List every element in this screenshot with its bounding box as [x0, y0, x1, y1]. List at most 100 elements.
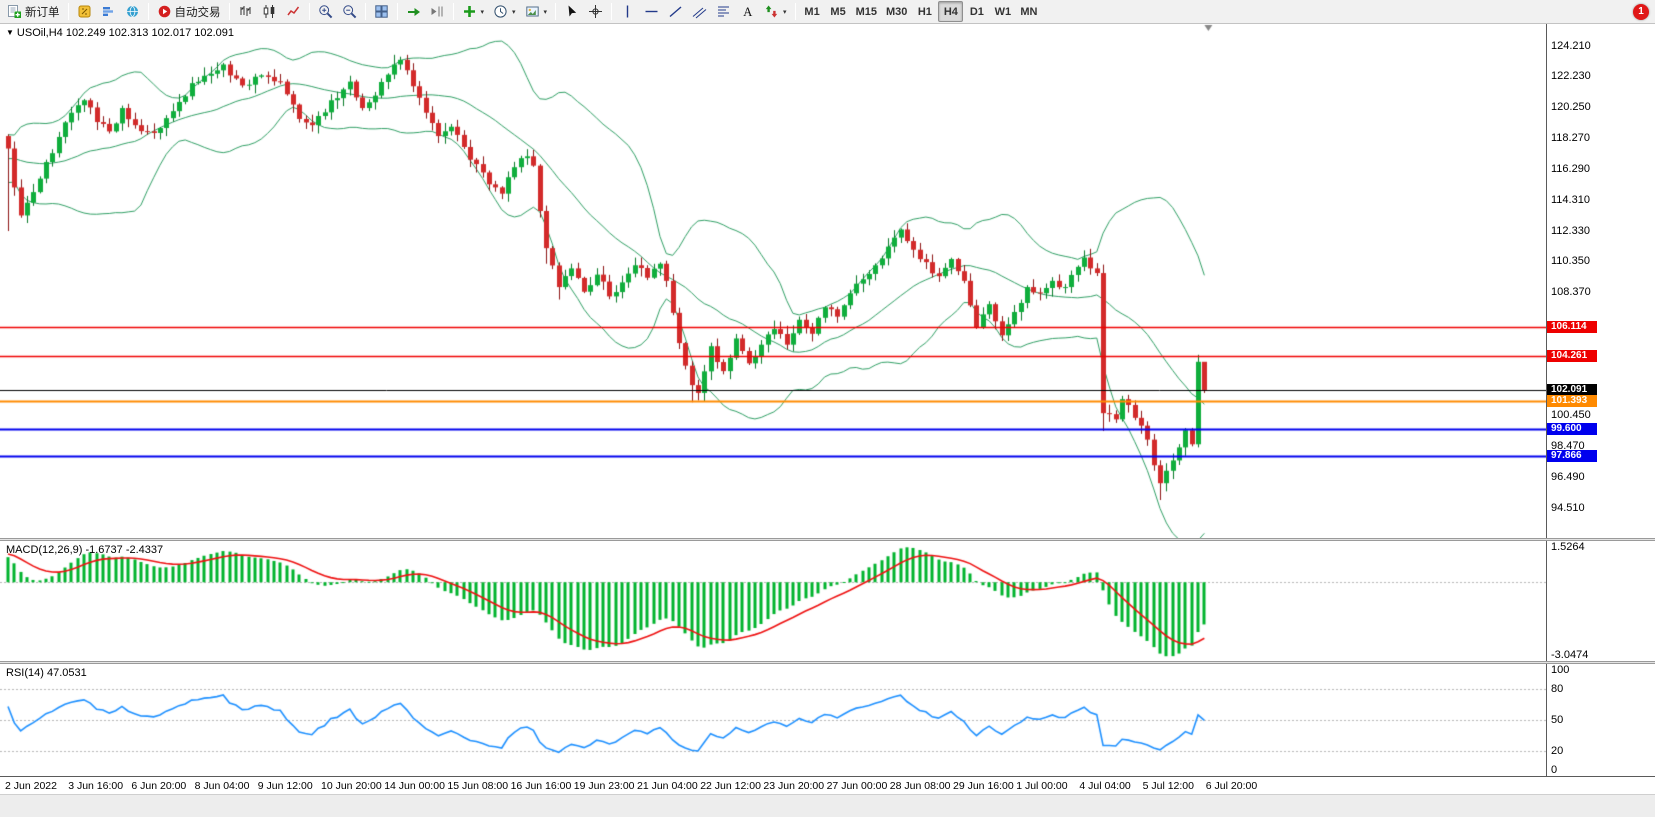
arrows-button[interactable]: ▾: [760, 1, 791, 22]
toolbar-separator: [452, 3, 454, 20]
timeframe-m5-button[interactable]: M5: [830, 5, 846, 18]
text-icon: A: [740, 4, 755, 19]
trendline-button[interactable]: [664, 1, 687, 22]
indicators-button[interactable]: ▾: [458, 1, 489, 22]
timeframe-m1-button[interactable]: M1: [804, 5, 820, 18]
time-tick: 1 Jul 00:00: [1016, 780, 1068, 792]
macd-plot: MACD(12,26,9) -1.6737 -2.4337: [0, 541, 1546, 661]
time-tick: 28 Jun 08:00: [889, 780, 951, 792]
zoom-out-button[interactable]: [338, 1, 361, 22]
macd-splitter[interactable]: [0, 538, 1655, 541]
line-chart-button[interactable]: [282, 1, 305, 22]
crosshair-icon: [588, 4, 603, 19]
time-axis: 2 Jun 2022 3 Jun 16:00 6 Jun 20:00 8 Jun 04…: [0, 776, 1655, 794]
rsi-tick: 80: [1551, 683, 1564, 696]
rsi-tick: 20: [1551, 744, 1564, 757]
auto-scroll-button[interactable]: [402, 1, 425, 22]
fibonacci-button[interactable]: [712, 1, 735, 22]
time-tick: 8 Jun 04:00: [194, 780, 250, 792]
cursor-button[interactable]: [560, 1, 583, 22]
rsi-tick: 50: [1551, 714, 1564, 726]
chart-info: ▼ USOil,H4 102.249 102.313 102.017 102.09…: [6, 27, 234, 39]
templates-icon: [525, 4, 540, 19]
dropdown-caret-icon: ▾: [480, 8, 485, 16]
candlestick-chart-button[interactable]: [258, 1, 281, 22]
time-tick: 6 Jul 20:00: [1205, 780, 1258, 792]
price-line-label: 101.393: [1547, 394, 1597, 407]
price-tick: 118.270: [1551, 132, 1590, 145]
crosshair-button[interactable]: [584, 1, 607, 22]
channel-button[interactable]: [688, 1, 711, 22]
time-tick: 14 Jun 00:00: [384, 780, 445, 792]
price-tick: 116.290: [1551, 162, 1590, 175]
rsi-plot: RSI(14) 47.0531: [0, 664, 1546, 776]
rsi-label: RSI(14) 47.0531: [6, 667, 87, 679]
mql5-icon: [125, 4, 140, 19]
auto-scroll-icon: [406, 4, 421, 19]
macd-panel: MACD(12,26,9) -1.6737 -2.4337 1.5264 -3.0…: [0, 541, 1655, 661]
text-button[interactable]: A: [736, 1, 759, 22]
timeframe-mn-button[interactable]: MN: [1020, 5, 1038, 18]
macd-canvas[interactable]: [0, 541, 1546, 661]
time-tick: 23 Jun 20:00: [763, 780, 825, 792]
macd-label: MACD(12,26,9) -1.6737 -2.4337: [6, 544, 164, 556]
dropdown-caret-icon: ▾: [543, 8, 548, 16]
new-order-icon: [7, 4, 22, 19]
time-tick: 15 Jun 08:00: [447, 780, 509, 792]
new-order-button[interactable]: 新订单: [3, 1, 64, 22]
bottom-strip: [0, 794, 1655, 817]
vertical-line-button[interactable]: [616, 1, 639, 22]
price-tick: 124.210: [1551, 39, 1591, 52]
market-depth-button[interactable]: [97, 1, 120, 22]
bar-chart-button[interactable]: [234, 1, 257, 22]
zoom-in-button[interactable]: [314, 1, 337, 22]
vertical-line-icon: [620, 4, 635, 19]
toolbar-separator: [228, 3, 230, 20]
price-line-label: 99.600: [1547, 422, 1597, 435]
price-tick: 110.350: [1551, 255, 1590, 268]
timeframe-d1-button[interactable]: D1: [969, 5, 984, 18]
rsi-tick: 100: [1551, 664, 1570, 676]
notification-badge[interactable]: 1: [1633, 3, 1649, 20]
price-tick: 94.510: [1551, 501, 1585, 514]
time-tick: 6 Jun 20:00: [131, 780, 187, 792]
price-tick: 96.490: [1551, 471, 1585, 484]
autotrading-icon: [157, 4, 172, 19]
autotrading-label: 自动交易: [174, 6, 221, 19]
macd-tick: -3.0474: [1551, 649, 1589, 661]
metaeditor-button[interactable]: [73, 1, 96, 22]
rsi-splitter[interactable]: [0, 661, 1655, 664]
zoom-in-icon: [318, 4, 333, 19]
timeframe-w1-button[interactable]: W1: [994, 5, 1012, 18]
tile-windows-button[interactable]: [370, 1, 393, 22]
rsi-panel: RSI(14) 47.0531 100 80 50 20 0: [0, 664, 1655, 776]
toolbar: 新订单 自动交易 ▾ ▾ ▾ A ▾ M1 M5 M15 M30 H1 H4 D1 W1 MN 1: [0, 0, 1655, 24]
horizontal-line-button[interactable]: [640, 1, 663, 22]
timeframe-m30-button[interactable]: M30: [885, 5, 908, 18]
cursor-icon: [564, 4, 579, 19]
toolbar-separator: [308, 3, 310, 20]
time-tick: 4 Jul 04:00: [1079, 780, 1131, 792]
timeframe-h4-button[interactable]: H4: [938, 1, 964, 22]
autotrading-button[interactable]: 自动交易: [153, 1, 225, 22]
chart-shift-button[interactable]: [426, 1, 449, 22]
main-chart-canvas[interactable]: [0, 24, 1546, 538]
price-line-label: 97.866: [1547, 449, 1597, 462]
price-line-label: 106.114: [1547, 321, 1597, 334]
time-tick: 21 Jun 04:00: [637, 780, 698, 792]
macd-tick: 1.5264: [1551, 541, 1585, 553]
market-depth-icon: [101, 4, 116, 19]
price-line-label: 104.261: [1547, 350, 1597, 363]
chart-dropdown-icon: ▼: [6, 28, 14, 37]
indicators-icon: [462, 4, 477, 19]
mql5-button[interactable]: [121, 1, 144, 22]
time-tick: 29 Jun 16:00: [953, 780, 1014, 792]
toolbar-separator: [611, 3, 613, 20]
timeframe-m15-button[interactable]: M15: [855, 5, 877, 18]
periods-button[interactable]: ▾: [489, 1, 520, 22]
templates-button[interactable]: ▾: [521, 1, 552, 22]
price-tick: 114.310: [1551, 193, 1590, 206]
timeframe-h1-button[interactable]: H1: [917, 5, 932, 18]
rsi-canvas[interactable]: [0, 664, 1546, 776]
main-chart-panel: ▼ USOil,H4 102.249 102.313 102.017 102.09…: [0, 24, 1655, 538]
